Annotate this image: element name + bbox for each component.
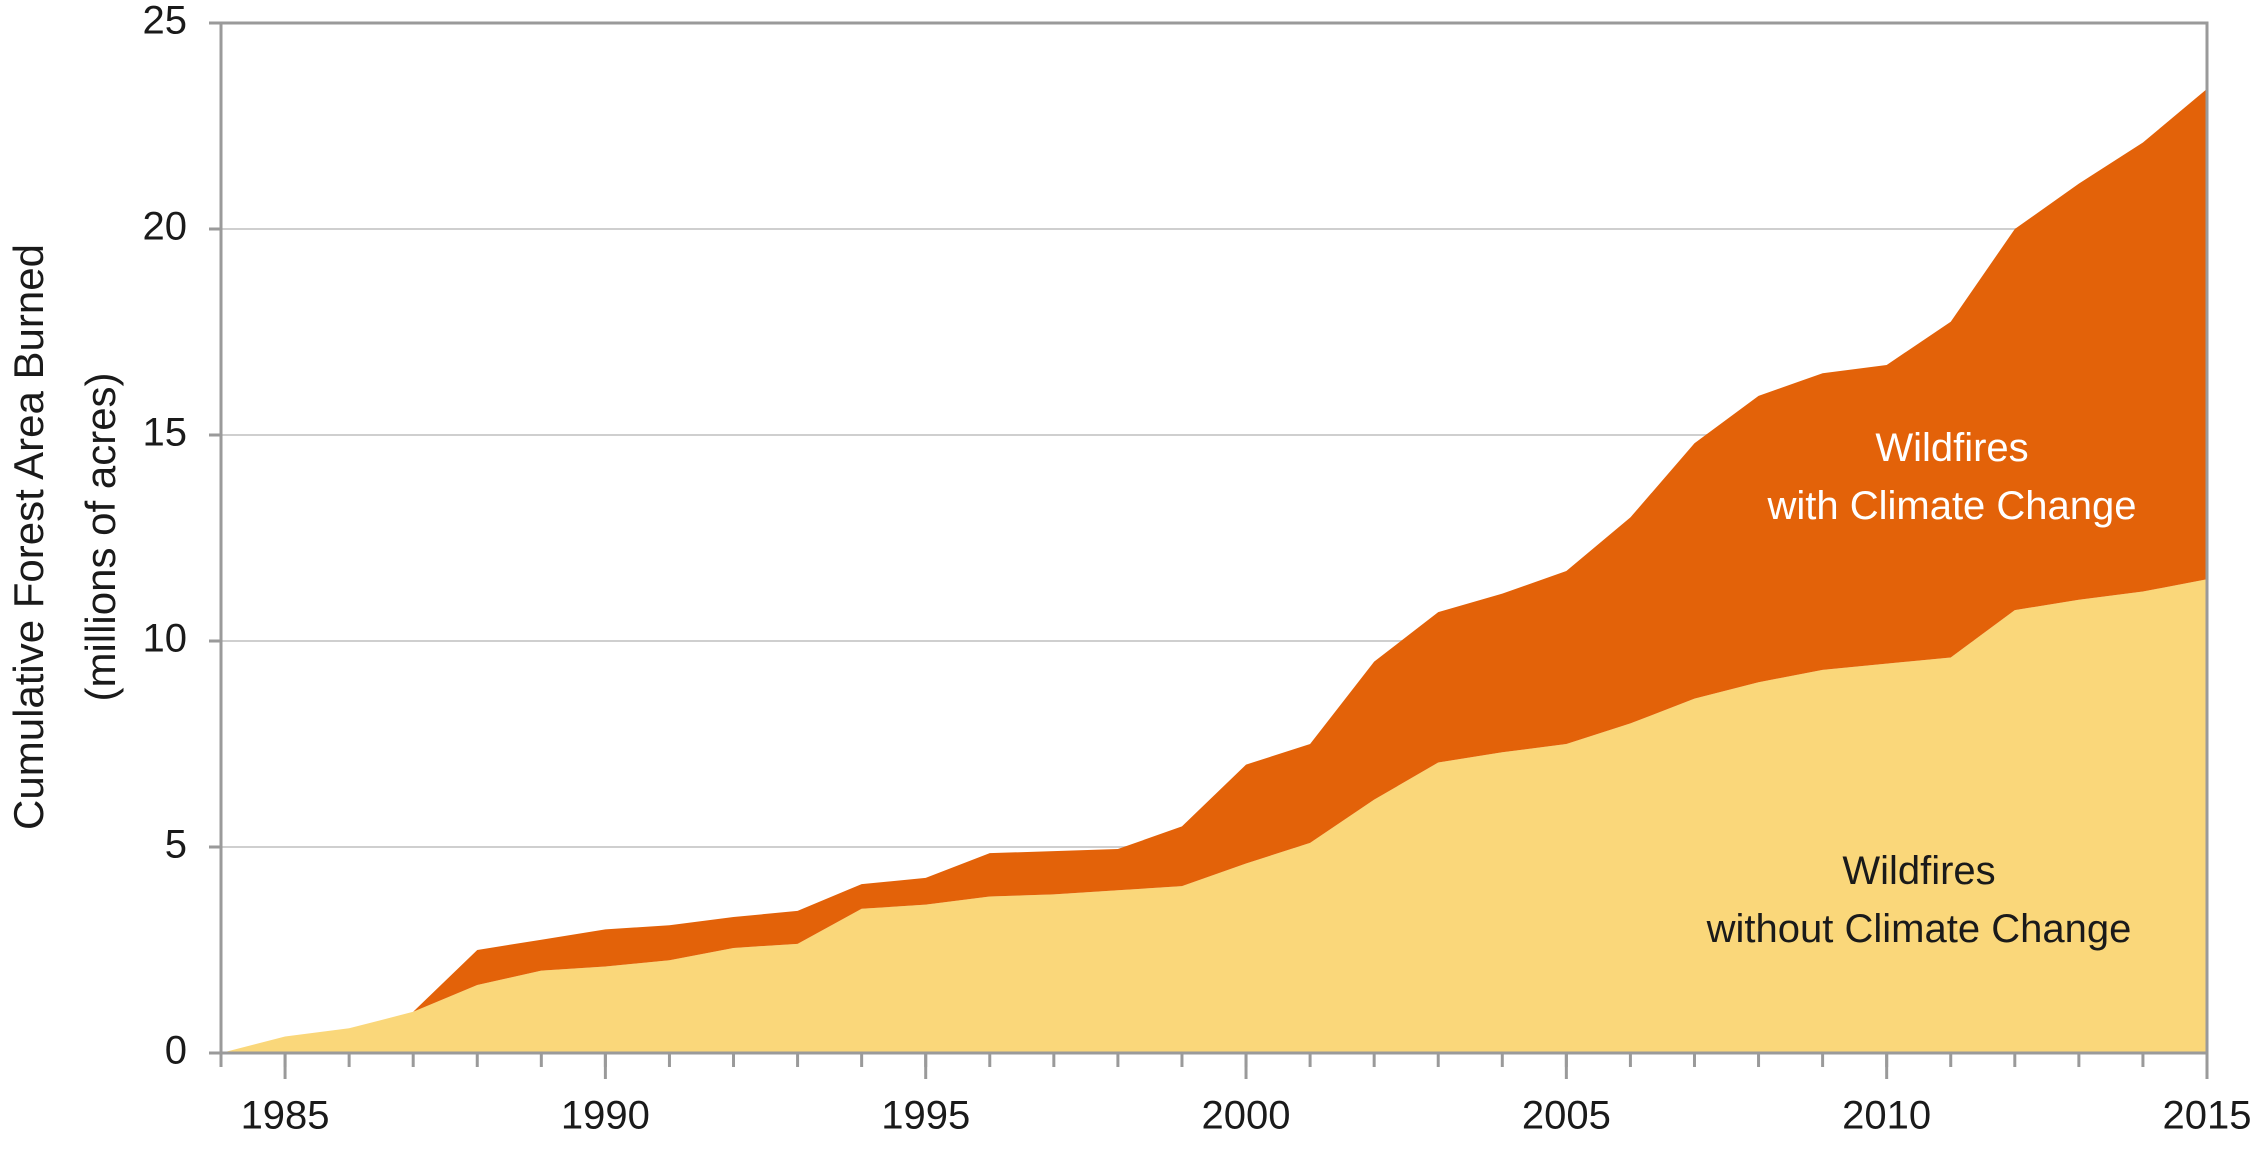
series-label: Wildfires with Climate Change <box>1766 426 2136 528</box>
series-label-line: without Climate Change <box>1706 907 2132 951</box>
area <box>221 88 2207 1054</box>
series-label: Wildfires without Climate Change <box>1706 849 2132 951</box>
x-tick-label: 2000 <box>1202 1094 1291 1138</box>
y-tick-label: 25 <box>143 0 188 43</box>
y-tick-label: 10 <box>143 617 188 661</box>
plot-frame <box>219 21 2209 1055</box>
x-tick-label: 2005 <box>1522 1094 1611 1138</box>
y-axis-label: Cumulative Forest Area Burned (millions o… <box>5 244 124 830</box>
y-tick-label: 20 <box>143 205 188 249</box>
y-axis-label-line: Cumulative Forest Area Burned <box>5 244 52 830</box>
x-tick-label: 2015 <box>2163 1094 2252 1138</box>
y-axis-label-line: (millions of acres) <box>77 372 124 701</box>
y-tick-label: 15 <box>143 411 188 455</box>
series-label-line: Wildfires <box>1875 426 2028 470</box>
x-tick-label: 1985 <box>241 1094 330 1138</box>
y-tick-label: 0 <box>165 1029 187 1073</box>
x-tick-label: 2010 <box>1842 1094 1931 1138</box>
series-label-line: Wildfires <box>1842 849 1995 893</box>
area <box>221 579 2207 1053</box>
x-tick-label: 1995 <box>881 1094 970 1138</box>
series-label-line: with Climate Change <box>1766 484 2136 528</box>
x-tick-label: 1990 <box>561 1094 650 1138</box>
y-tick-label: 5 <box>165 823 187 867</box>
